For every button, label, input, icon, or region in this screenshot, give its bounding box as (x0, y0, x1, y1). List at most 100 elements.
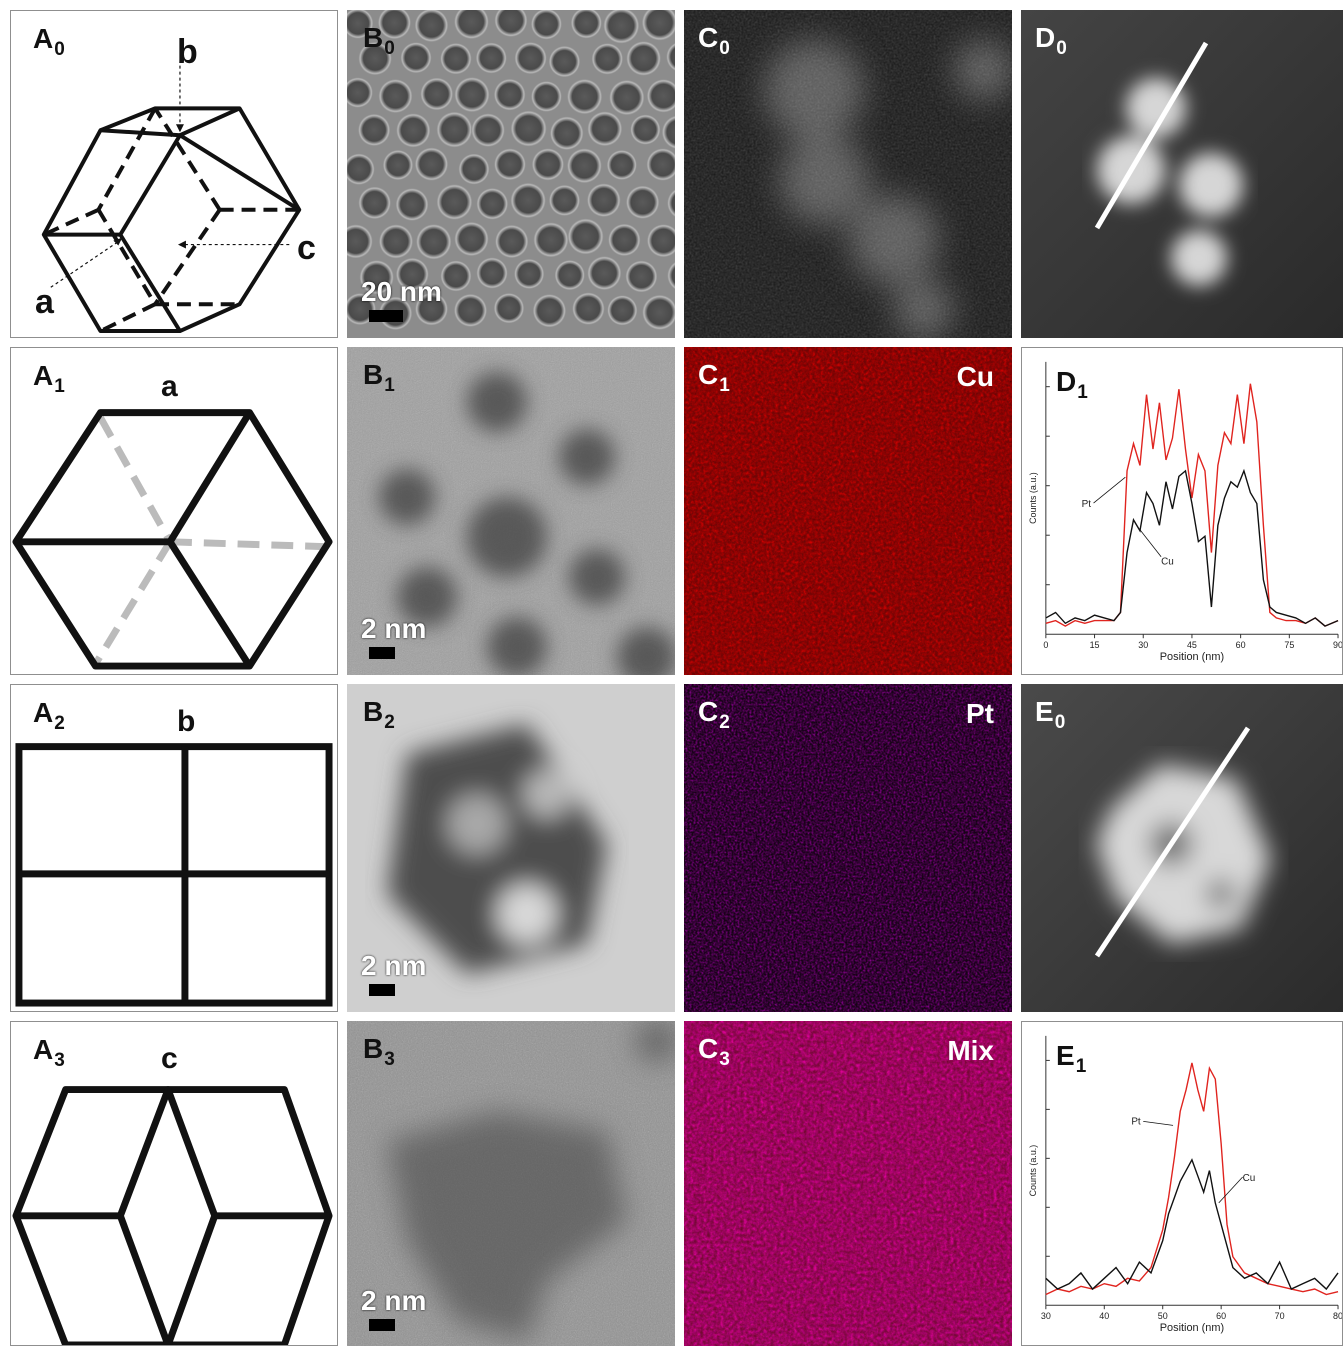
nanoparticle (416, 224, 452, 260)
tem-image-b2 (347, 684, 675, 1012)
view-label-c: c (161, 1042, 178, 1075)
haadf-image-c0 (684, 10, 1012, 338)
nanoparticle (347, 224, 373, 259)
annotation-cu: Cu (1161, 557, 1174, 568)
panel-b3: B3 2 nm (347, 1021, 675, 1346)
annotation-pt: Pt (1131, 1116, 1141, 1127)
nanoparticle (458, 153, 490, 185)
panel-label-a2: A2 (33, 697, 65, 734)
x-tick-label: 90 (1333, 640, 1342, 650)
nanoparticle (607, 295, 638, 326)
nanoparticle (471, 113, 505, 147)
nanoparticle (667, 261, 675, 290)
panel-c2: C2 Pt (684, 684, 1012, 1012)
annotation-arrow (1143, 1120, 1174, 1126)
nanoparticle (587, 183, 621, 217)
element-label-mix: Mix (947, 1035, 994, 1066)
nanoparticle (414, 10, 449, 43)
nanoparticle (454, 221, 489, 257)
nanoparticle (567, 218, 604, 255)
nanoparticle (440, 42, 472, 75)
axis-label-b: b (177, 33, 198, 71)
nanoparticle (572, 292, 605, 325)
line-profile-chart-d1: 0 15 30 45 60 75 90 Position (nm) Counts (a.u.) P… (1028, 361, 1342, 663)
annotation-arrow (1138, 528, 1162, 557)
nanoparticle (587, 111, 623, 147)
panel-c0: C0 (684, 10, 1012, 338)
element-label-cu: Cu (956, 361, 994, 392)
panel-d0: D0 (1021, 10, 1343, 338)
x-tick-label: 0 (1043, 640, 1048, 650)
nanoparticle (647, 224, 675, 258)
panel-label-d0: D0 (1035, 22, 1067, 59)
eds-map-mix (684, 1021, 1012, 1346)
nanoparticle (661, 115, 675, 149)
nanoparticle (476, 257, 508, 289)
x-tick-label: 50 (1158, 1311, 1168, 1321)
nanoparticle (554, 259, 585, 291)
nanoparticle (493, 78, 526, 111)
panel-label-c2: C2 (698, 696, 730, 733)
x-tick-label: 75 (1284, 640, 1294, 650)
nanoparticle (493, 292, 525, 324)
view-label-a: a (161, 370, 178, 403)
nanoparticle (642, 294, 675, 330)
series-line-pt (1045, 1062, 1339, 1296)
x-tick-label: 30 (1041, 1311, 1051, 1321)
nanoparticle (494, 148, 526, 181)
nanoparticle (347, 153, 375, 185)
nanoparticle (603, 10, 640, 44)
nanoparticle (395, 257, 429, 291)
tem-image-b1 (347, 347, 675, 675)
nanoparticle (494, 10, 528, 37)
axis-label-a: a (35, 283, 54, 321)
nanoparticle (625, 260, 658, 293)
nanoparticle (415, 292, 448, 326)
axis-label-c: c (297, 229, 316, 267)
y-axis-label: Counts (a.u.) (1028, 472, 1038, 524)
nanoparticle (414, 147, 449, 181)
nanoparticle (358, 186, 391, 220)
scale-bar-b0 (369, 310, 403, 322)
x-tick-label: 15 (1090, 640, 1100, 650)
annotation-cu: Cu (1243, 1173, 1256, 1184)
tem-image-lowmag (347, 10, 675, 338)
panel-a0: A0 b a c (10, 10, 338, 338)
series-line-cu (1045, 1158, 1339, 1291)
nanoparticle (548, 184, 581, 216)
view-b-square-diagram (15, 743, 333, 1007)
x-tick-label: 45 (1187, 640, 1197, 650)
panel-label-e0: E0 (1035, 696, 1066, 733)
nanoparticle (606, 149, 637, 180)
scale-label-b3: 2 nm (361, 1285, 427, 1316)
element-label-pt: Pt (966, 698, 994, 729)
y-axis-label: Counts (a.u.) (1028, 1145, 1038, 1197)
x-tick-label: 60 (1236, 640, 1246, 650)
nanoparticle (570, 10, 602, 39)
view-c-hexagon-diagram (12, 1086, 333, 1345)
nanoparticle (476, 188, 509, 220)
nanoparticle (377, 10, 411, 40)
panel-b2: B2 2 nm (347, 684, 675, 1012)
panel-label-b3: B3 (363, 1033, 395, 1070)
view-a-hexagon-diagram (12, 409, 333, 670)
nanoparticle (436, 184, 473, 220)
eds-map-pt (684, 684, 1012, 1012)
annotation-pt: Pt (1082, 499, 1092, 510)
nanoparticle (531, 148, 564, 181)
nanoparticle (641, 10, 675, 41)
panel-a3: A3 c (10, 1021, 338, 1346)
panel-label-c0: C0 (698, 22, 730, 59)
panel-label-c3: C3 (698, 1033, 730, 1070)
nanoparticle (395, 188, 429, 221)
nanoparticle (591, 43, 624, 75)
nanoparticle (567, 79, 603, 115)
nanoparticle (475, 42, 507, 74)
x-axis-label: Position (nm) (1160, 651, 1224, 663)
annotation-arrow (1093, 476, 1126, 504)
panel-label-b0: B0 (363, 22, 395, 59)
nanoparticle (358, 41, 392, 76)
panel-b0: B0 20 nm (347, 10, 675, 338)
nanoparticle (609, 79, 645, 116)
nanoparticle (548, 45, 581, 78)
